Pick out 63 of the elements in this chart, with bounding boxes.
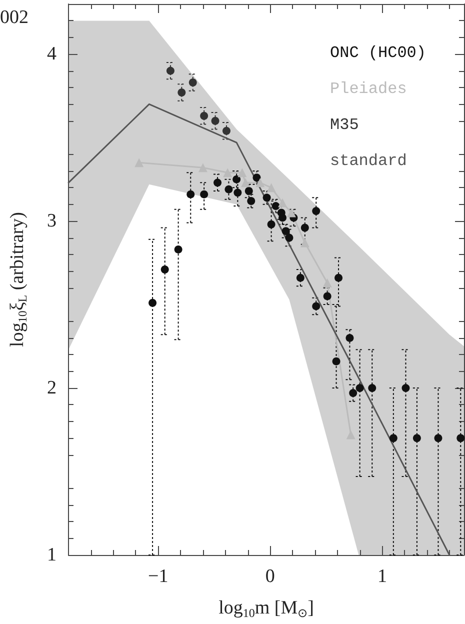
point xyxy=(412,434,421,442)
line-series xyxy=(68,103,450,556)
point xyxy=(286,208,296,218)
point xyxy=(368,384,376,392)
point xyxy=(252,174,261,182)
point xyxy=(282,227,290,236)
point xyxy=(323,292,332,300)
point xyxy=(312,207,320,216)
point xyxy=(178,88,186,96)
point xyxy=(434,434,442,442)
y-tick-label: 3 xyxy=(47,210,56,232)
point xyxy=(174,245,182,254)
point xyxy=(200,190,208,198)
point xyxy=(312,302,320,310)
point xyxy=(232,175,241,184)
text: ONC (HC00) xyxy=(330,44,426,62)
point xyxy=(356,384,364,392)
point xyxy=(211,116,220,125)
x-tick-label: 0 xyxy=(265,566,275,587)
point xyxy=(160,265,169,274)
y-tick-label: 2 xyxy=(47,378,56,399)
point xyxy=(222,126,230,135)
point xyxy=(200,112,208,120)
y-axis-title: log10ξL (arbitrary) xyxy=(7,212,30,347)
point xyxy=(247,197,256,206)
point xyxy=(223,168,232,178)
point xyxy=(334,274,343,282)
point xyxy=(148,298,157,307)
point xyxy=(241,178,250,188)
y-tick-label: 1 xyxy=(47,544,56,566)
point xyxy=(214,178,222,187)
point xyxy=(346,334,354,342)
point xyxy=(262,194,271,202)
point xyxy=(234,188,242,197)
point xyxy=(272,202,280,210)
y-tick-label: 4 xyxy=(47,44,57,65)
text: M35 xyxy=(330,116,359,134)
point xyxy=(278,198,287,208)
point xyxy=(188,78,197,86)
text: standard xyxy=(330,152,407,170)
point xyxy=(349,389,358,398)
point xyxy=(256,178,265,188)
x-tick-label: −1 xyxy=(148,566,168,587)
text: 002 xyxy=(0,7,28,28)
x-tick-label: 1 xyxy=(377,566,387,587)
point xyxy=(389,434,398,442)
point xyxy=(224,185,233,194)
point xyxy=(166,66,174,75)
point xyxy=(244,187,253,196)
point xyxy=(456,434,465,442)
point xyxy=(300,224,309,232)
text: Pleiades xyxy=(330,80,407,98)
point xyxy=(402,384,410,392)
point xyxy=(186,190,195,198)
point xyxy=(296,274,304,282)
point xyxy=(278,214,286,222)
point xyxy=(266,183,276,192)
point xyxy=(300,238,310,248)
point xyxy=(238,168,247,178)
point xyxy=(285,234,294,242)
point xyxy=(267,220,276,228)
point xyxy=(332,357,340,366)
point xyxy=(322,278,332,288)
